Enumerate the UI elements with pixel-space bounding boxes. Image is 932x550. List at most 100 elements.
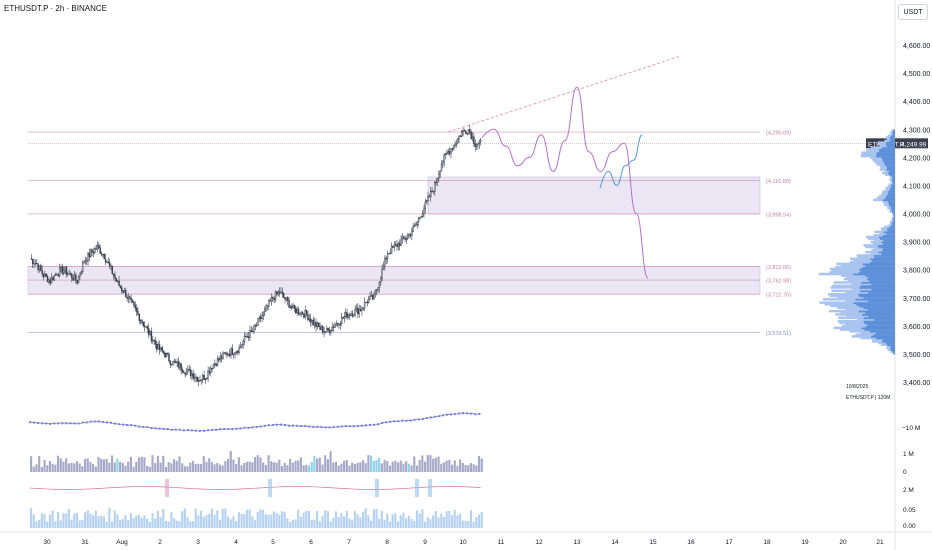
volume-bar [410,465,413,472]
candle-body [265,305,267,310]
candle-body [260,316,262,319]
volume-bar [423,461,427,472]
candle-body [127,296,130,299]
candle-body [60,266,62,269]
candle-body [362,307,364,309]
volume-bar [94,466,97,472]
candle-body [116,280,119,282]
histogram-bar [167,521,170,528]
candle-body [293,304,296,309]
candle-body [334,325,336,329]
volume-bar [208,458,211,472]
volume-bar [197,463,200,472]
candle-body [41,269,43,274]
candle-body [456,138,459,144]
oscillator-marker [29,421,31,424]
oscillator-marker [77,422,80,425]
volume-bar [81,466,84,472]
volume-bar [137,457,141,472]
histogram-bar [343,516,346,528]
candle-body [91,249,93,253]
candle-body [299,313,301,315]
oscillator-marker [454,413,457,416]
oscillator-marker [478,412,481,415]
candle-body [180,363,182,371]
price-level-label: (3,712.76) [766,293,791,299]
candle-body [432,191,435,193]
histogram-bar [332,517,335,528]
candle-body [38,265,41,270]
histogram-bar [75,513,79,528]
volume-bar [170,463,173,472]
volume-bar [388,465,392,472]
candle-body [318,322,320,327]
candle-body [156,344,158,350]
histogram-bar [240,513,243,528]
histogram-bar [159,517,162,528]
price-level-label: (3,812.06) [766,265,791,271]
histogram-bar [429,519,432,528]
volume-bar [124,465,127,472]
candle-body [407,235,409,239]
candle-body [106,261,108,263]
volume-bar [224,461,227,472]
volume-bar [248,461,251,472]
candle-body [390,245,393,254]
trendline-dashed [447,55,681,133]
candle-body [425,200,428,203]
volume-profile-bar [865,274,895,277]
candle-body [463,129,466,132]
candle-body [143,325,146,327]
candle-body [210,367,212,374]
candle-body [358,309,360,315]
candle-body [403,236,405,239]
time-tick-label: 6 [309,539,313,546]
volume-bar [394,460,397,472]
volume-bar [186,466,189,472]
histogram-bar [275,512,278,528]
candle-body [69,273,72,275]
candle-body [131,299,134,303]
candle-body [378,281,381,288]
volume-bar [259,457,262,472]
histogram-bar [434,511,437,528]
candle-body [133,302,135,306]
candle-body [77,276,80,284]
volume-bar [89,461,92,472]
volume-profile-bar [861,326,895,330]
volume-profile-bar [893,351,895,355]
candle-body [381,268,383,279]
candle-body [266,305,269,307]
oscillator-marker [381,421,384,424]
histogram-bar [65,513,68,528]
candle-body [161,347,163,352]
oscillator-marker [340,425,343,428]
currency-button[interactable]: USDT [898,4,928,20]
candle-body [342,316,344,319]
candle-body [478,141,481,145]
candle-body [170,364,173,366]
volume-bar [97,456,100,472]
candle-body [68,273,70,275]
candle-body [30,258,33,260]
candle-body [424,201,427,210]
histogram-bar [256,511,259,528]
histogram-bar [224,508,227,528]
volume-bar [67,463,70,472]
histogram-bar [48,514,52,528]
oscillator-marker [405,419,408,422]
volume-bar [321,464,324,472]
histogram-bar [351,520,354,528]
candle-body [37,263,39,270]
histogram-bar [456,515,459,528]
histogram-bar [356,514,359,528]
oscillator-marker [296,424,299,427]
volume-bar [75,461,79,472]
histogram-bar [297,509,300,528]
candle-body [319,326,321,330]
histogram-bar [316,510,319,528]
volume-bar [418,459,421,472]
volume-bar [226,459,230,472]
volume-bar [65,458,68,472]
oscillator-marker [352,425,355,428]
